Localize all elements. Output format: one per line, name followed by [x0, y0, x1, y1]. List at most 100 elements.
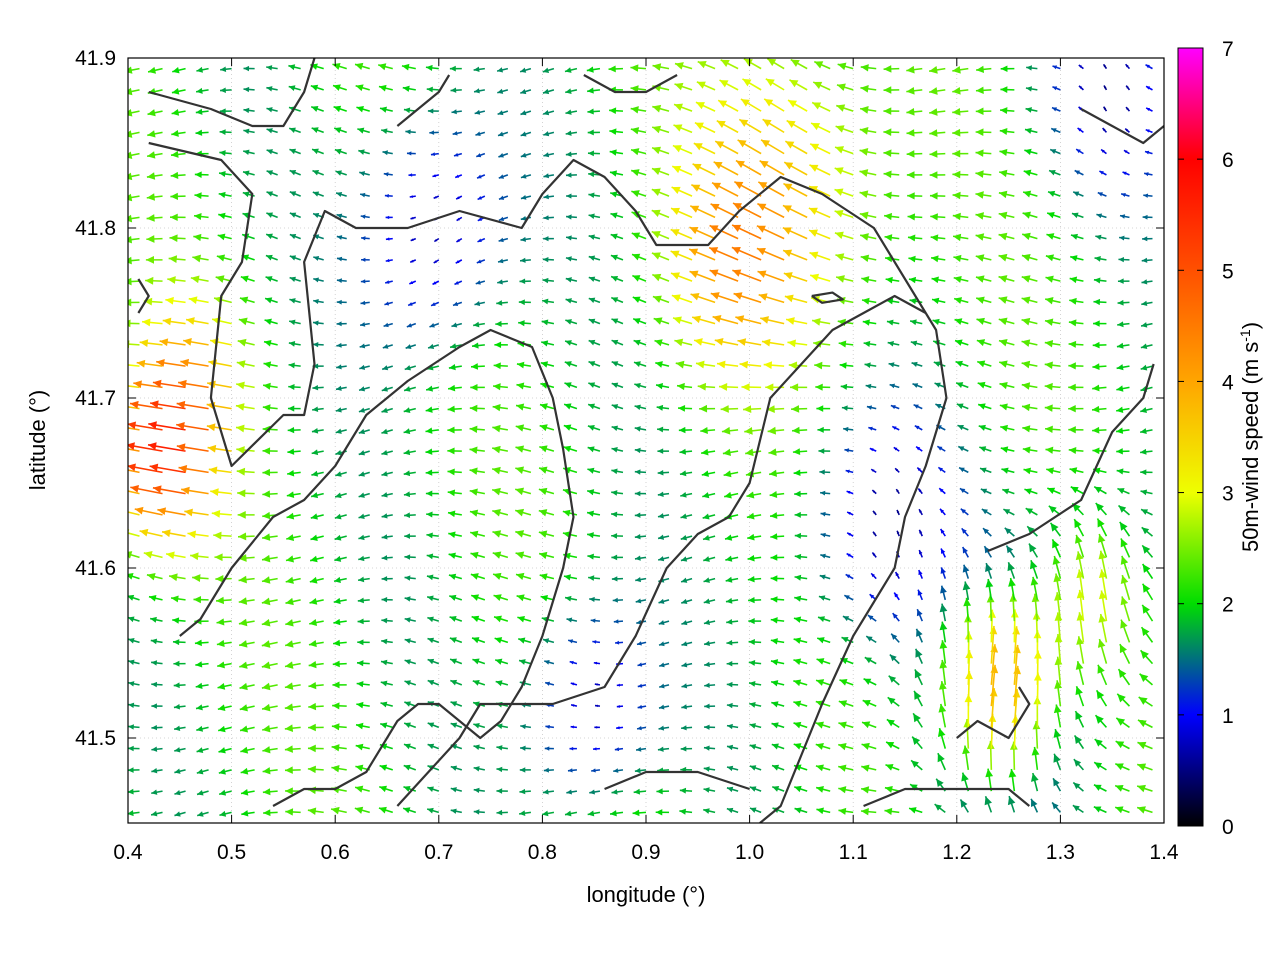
- wind-arrow: [471, 637, 486, 644]
- wind-arrow: [566, 214, 577, 220]
- wind-arrow: [1022, 190, 1038, 198]
- wind-arrow: [985, 768, 994, 792]
- wind-arrow: [1120, 574, 1131, 601]
- wind-arrow: [672, 316, 693, 325]
- wind-arrow: [402, 807, 417, 814]
- wind-arrow: [771, 785, 785, 792]
- wind-arrow: [183, 338, 209, 346]
- wind-arrow: [1073, 758, 1085, 771]
- wind-arrow: [425, 385, 439, 392]
- wind-arrow: [565, 298, 578, 304]
- wind-arrow: [834, 209, 854, 219]
- wind-arrow: [128, 638, 140, 644]
- wind-arrow: [770, 596, 785, 603]
- wind-arrow: [149, 400, 186, 410]
- wind-arrow: [128, 151, 140, 160]
- wind-arrow: [787, 339, 808, 348]
- wind-arrow: [652, 295, 670, 304]
- wind-arrow: [860, 85, 877, 93]
- wind-arrow: [671, 186, 693, 197]
- wind-arrow: [538, 466, 555, 474]
- wind-arrow: [979, 467, 992, 474]
- wind-arrow: [215, 574, 232, 583]
- wind-arrow: [336, 342, 347, 348]
- wind-arrow: [193, 596, 209, 604]
- wind-arrow: [999, 381, 1015, 390]
- wind-arrow: [726, 723, 739, 730]
- wind-arrow: [128, 298, 140, 307]
- wind-arrow: [491, 487, 509, 496]
- wind-arrow: [884, 785, 900, 793]
- wind-arrow: [703, 556, 716, 562]
- wind-arrow: [988, 609, 996, 643]
- wind-arrow: [456, 216, 463, 222]
- wind-arrow: [1092, 426, 1107, 434]
- wind-arrow: [1075, 148, 1084, 155]
- wind-arrow: [808, 207, 831, 219]
- wind-arrow: [735, 315, 762, 325]
- wind-arrow: [1140, 448, 1153, 455]
- wind-arrow: [710, 292, 739, 304]
- wind-arrow: [569, 660, 578, 665]
- wind-arrow: [845, 469, 854, 474]
- wind-arrow: [358, 555, 370, 562]
- wind-arrow: [1139, 428, 1153, 435]
- wind-arrow: [587, 489, 601, 496]
- wind-arrow: [540, 595, 555, 602]
- wind-arrow: [975, 296, 992, 304]
- wind-arrow: [519, 810, 531, 816]
- wind-arrow: [952, 191, 969, 200]
- wind-arrow: [794, 553, 808, 560]
- wind-arrow: [591, 768, 601, 773]
- wind-arrow: [886, 718, 900, 729]
- wind-arrow: [953, 297, 969, 304]
- x-tick-label: 0.5: [217, 841, 246, 864]
- wind-arrow: [681, 620, 693, 626]
- wind-arrow: [704, 661, 716, 667]
- wind-arrow: [470, 551, 486, 559]
- wind-arrow: [218, 191, 232, 199]
- wind-arrow: [311, 449, 324, 456]
- wind-arrow: [651, 146, 670, 155]
- wind-arrow: [311, 470, 324, 477]
- wind-arrow: [136, 359, 163, 368]
- wind-arrow: [128, 788, 140, 795]
- wind-arrow: [963, 719, 972, 749]
- wind-arrow: [1093, 277, 1107, 284]
- wind-arrow: [679, 808, 693, 815]
- wind-arrow: [816, 637, 831, 644]
- wind-arrow: [1046, 467, 1061, 475]
- wind-arrow: [610, 275, 624, 282]
- wind-arrow: [128, 340, 140, 349]
- wind-arrow: [914, 669, 923, 686]
- wind-arrow: [907, 192, 923, 200]
- wind-arrow: [238, 554, 255, 562]
- wind-arrow: [655, 809, 670, 816]
- wind-arrow: [168, 573, 186, 582]
- wind-arrow: [983, 545, 993, 558]
- wind-arrow: [1117, 487, 1130, 495]
- wind-arrow: [152, 485, 186, 495]
- wind-arrow: [1136, 806, 1153, 814]
- wind-arrow: [173, 660, 186, 667]
- wind-arrow: [588, 255, 601, 261]
- wind-arrow: [654, 339, 670, 347]
- wind-arrow: [477, 237, 486, 243]
- wind-arrow: [263, 809, 278, 817]
- wind-arrow: [218, 212, 232, 220]
- wind-arrow: [541, 319, 555, 326]
- wind-arrow: [592, 747, 601, 751]
- wind-arrow: [634, 490, 647, 497]
- wind-arrow: [834, 146, 854, 155]
- wind-arrow: [977, 381, 992, 389]
- wind-arrow: [630, 148, 647, 156]
- wind-arrow: [519, 278, 531, 285]
- wind-arrow: [789, 383, 808, 392]
- x-axis-ticks: 0.4 0.5 0.6 0.7 0.8 0.9 1.0 1.1 1.2 1.3 1.4: [113, 58, 1179, 864]
- wind-arrow: [913, 403, 923, 410]
- wind-arrow: [261, 618, 278, 627]
- wind-arrow: [931, 297, 946, 305]
- wind-arrow: [452, 301, 463, 307]
- wind-arrow: [697, 60, 716, 70]
- wind-arrow: [1094, 714, 1108, 728]
